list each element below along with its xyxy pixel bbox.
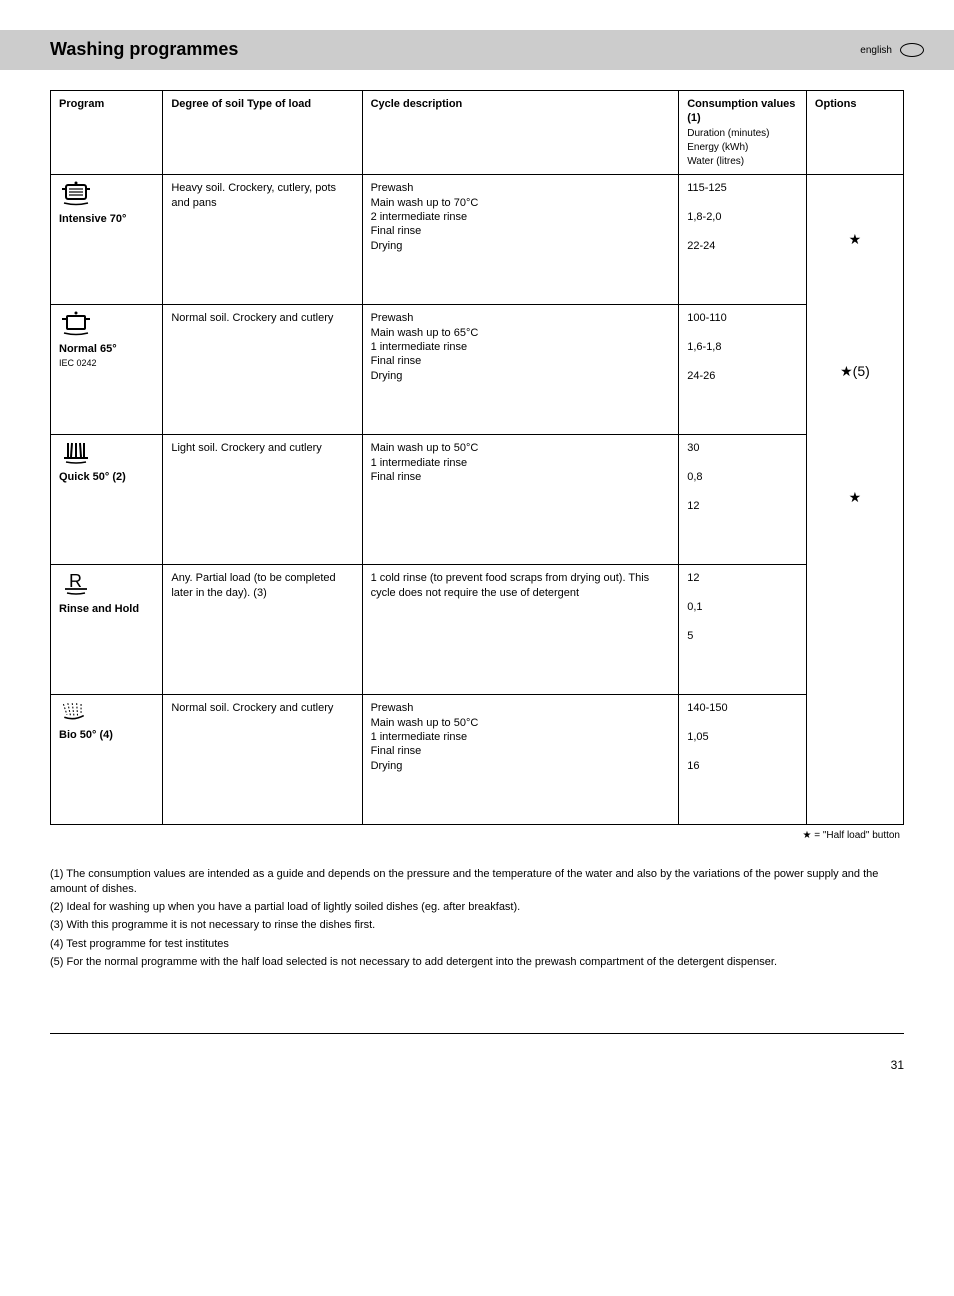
program-title: Intensive 70° — [59, 213, 126, 225]
cell-degree: Normal soil. Crockery and cutlery — [163, 695, 362, 825]
page-number: 31 — [891, 1058, 904, 1072]
header-energy: Energy (kWh) — [687, 142, 748, 153]
table-row: Normal 65° IEC 0242 Normal soil. Crocker… — [51, 305, 904, 435]
footnote-3: (3) With this programme it is not necess… — [50, 918, 904, 932]
cell-degree: Heavy soil. Crockery, cutlery, pots and … — [163, 175, 362, 305]
r-rinse-hold-icon: R — [59, 588, 93, 600]
program-subtitle: IEC 0242 — [59, 358, 97, 368]
header-degree: Degree of soil Type of load — [163, 91, 362, 175]
header-cycle: Cycle description — [362, 91, 679, 175]
header-water: Water (litres) — [687, 156, 744, 167]
pots-intensive-icon — [59, 198, 93, 210]
header-consumption: Consumption values (1) Duration (minutes… — [679, 91, 807, 175]
cell-consumption: 100-110 1,6-1,8 24-26 — [679, 305, 807, 435]
cell-cycle: Main wash up to 50°C 1 intermediate rins… — [362, 435, 679, 565]
options-button-label: ★ = "Half load" button — [802, 830, 900, 841]
table-row: R Rinse and Hold Any. Partial load (to b… — [51, 565, 904, 695]
footnote-1: (1) The consumption values are intended … — [50, 867, 904, 896]
options-star: ★(5) — [815, 303, 895, 438]
footnote-2: (2) Ideal for washing up when you have a… — [50, 900, 904, 914]
page-title: Washing programmes — [50, 38, 238, 61]
options-star: ★ — [815, 445, 895, 550]
program-title: Normal 65° — [59, 343, 117, 355]
table-row: Intensive 70° Heavy soil. Crockery, cutl… — [51, 175, 904, 305]
cell-consumption: 12 0,1 5 — [679, 565, 807, 695]
programs-table: Program Degree of soil Type of load Cycl… — [50, 90, 904, 825]
options-empty — [815, 557, 895, 687]
table-row: Quick 50° (2) Light soil. Crockery and c… — [51, 435, 904, 565]
cell-degree: Normal soil. Crockery and cutlery — [163, 305, 362, 435]
footnote-5: (5) For the normal programme with the ha… — [50, 955, 904, 969]
header-options: Options — [806, 91, 903, 175]
program-title: Bio 50° (4) — [59, 729, 113, 741]
pot-normal-icon — [59, 328, 93, 340]
cell-degree: Any. Partial load (to be completed later… — [163, 565, 362, 695]
cell-cycle: Prewash Main wash up to 70°C 2 intermedi… — [362, 175, 679, 305]
dishes-quick-icon — [59, 456, 93, 468]
header-duration: Duration (minutes) — [687, 128, 769, 139]
program-title: Quick 50° (2) — [59, 471, 126, 483]
cell-consumption: 30 0,8 12 — [679, 435, 807, 565]
table-row: Bio 50° (4) Normal soil. Crockery and cu… — [51, 695, 904, 825]
footnote-4: (4) Test programme for test institutes — [50, 937, 904, 951]
cell-cycle: Prewash Main wash up to 65°C 1 intermedi… — [362, 305, 679, 435]
svg-text:R: R — [69, 571, 82, 591]
cell-consumption: 140-150 1,05 16 — [679, 695, 807, 825]
header-program: Program — [51, 91, 163, 175]
footnotes: (1) The consumption values are intended … — [50, 867, 904, 969]
cell-cycle: 1 cold rinse (to prevent food scraps fro… — [362, 565, 679, 695]
options-empty — [815, 693, 895, 818]
cell-cycle: Prewash Main wash up to 50°C 1 intermedi… — [362, 695, 679, 825]
cell-degree: Light soil. Crockery and cutlery — [163, 435, 362, 565]
cell-consumption: 115-125 1,8-2,0 22-24 — [679, 175, 807, 305]
program-title: Rinse and Hold — [59, 603, 139, 615]
spray-bio-icon — [59, 714, 89, 726]
options-star: ★ — [815, 181, 895, 296]
language-badge-icon — [900, 43, 924, 57]
language-label: english — [860, 44, 892, 57]
